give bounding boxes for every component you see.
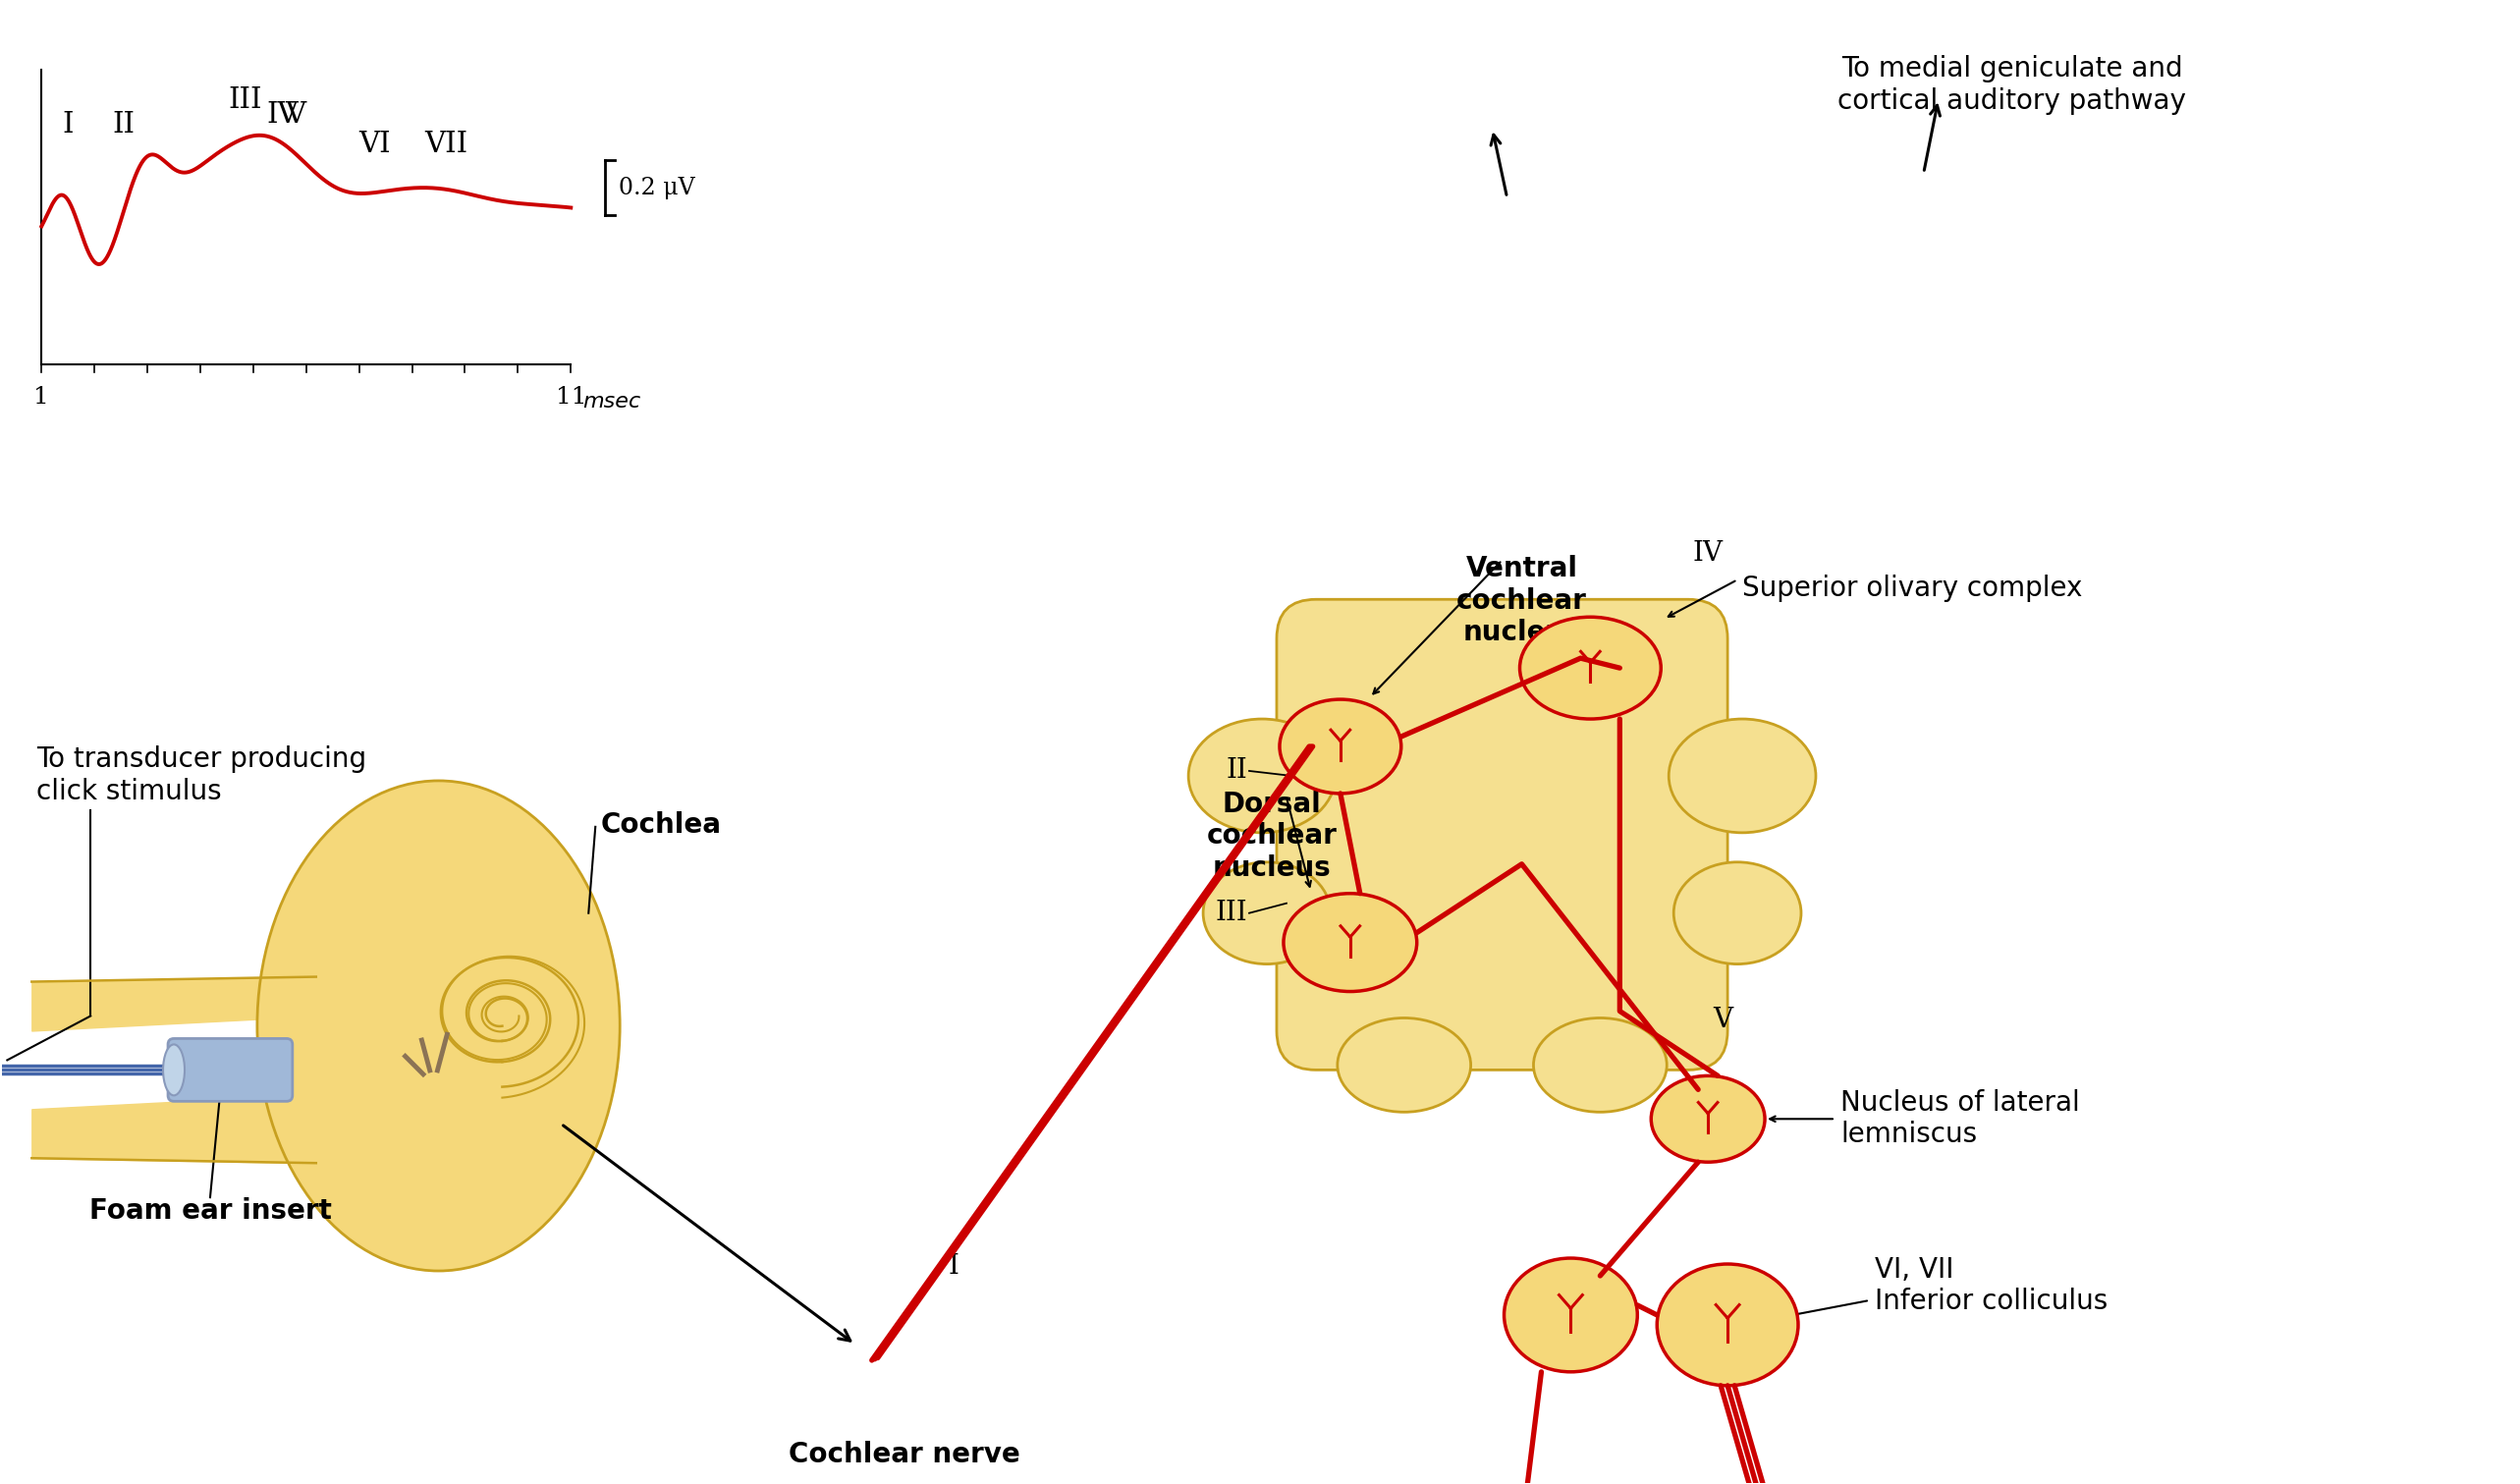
Ellipse shape — [1338, 1018, 1472, 1112]
Text: V: V — [1714, 1006, 1734, 1033]
Ellipse shape — [1520, 617, 1661, 718]
Ellipse shape — [1280, 699, 1401, 794]
FancyBboxPatch shape — [169, 1039, 292, 1101]
Ellipse shape — [1673, 862, 1802, 965]
Text: Cochlear nerve: Cochlear nerve — [789, 1441, 1021, 1468]
Text: 0.2 μV: 0.2 μV — [620, 177, 696, 199]
Text: IV: IV — [1693, 540, 1724, 567]
FancyBboxPatch shape — [1278, 600, 1729, 1070]
Text: II: II — [1225, 758, 1247, 784]
Text: 1: 1 — [33, 386, 50, 408]
Text: 11: 11 — [554, 386, 587, 408]
Text: IV: IV — [267, 101, 297, 129]
Ellipse shape — [1283, 893, 1416, 991]
Ellipse shape — [1504, 1258, 1638, 1371]
Text: I: I — [948, 1252, 958, 1279]
Text: Dorsal
cochlear
nucleus: Dorsal cochlear nucleus — [1207, 791, 1338, 881]
Ellipse shape — [1535, 1018, 1666, 1112]
Text: VI: VI — [358, 131, 391, 159]
Text: Ventral
cochlear
nucleus: Ventral cochlear nucleus — [1457, 555, 1588, 647]
Ellipse shape — [1651, 1076, 1764, 1162]
Text: Cochlea: Cochlea — [600, 812, 721, 838]
Ellipse shape — [1658, 1264, 1799, 1386]
Ellipse shape — [1668, 718, 1817, 833]
Text: Nucleus of lateral
lemniscus: Nucleus of lateral lemniscus — [1840, 1089, 2079, 1149]
Text: VI, VII
Inferior colliculus: VI, VII Inferior colliculus — [1875, 1255, 2107, 1315]
Text: To medial geniculate and
cortical auditory pathway: To medial geniculate and cortical audito… — [1837, 55, 2187, 114]
Text: III: III — [229, 86, 262, 114]
Polygon shape — [441, 956, 585, 1098]
Text: V: V — [285, 101, 305, 129]
Ellipse shape — [257, 781, 620, 1270]
Ellipse shape — [1189, 718, 1336, 833]
Text: msec: msec — [582, 392, 640, 411]
Text: I: I — [63, 111, 73, 138]
Ellipse shape — [164, 1045, 184, 1095]
Text: Superior olivary complex: Superior olivary complex — [1741, 574, 2082, 603]
Text: II: II — [113, 111, 136, 138]
Text: III: III — [1215, 899, 1247, 926]
Text: VII: VII — [426, 131, 469, 159]
Text: Foam ear insert: Foam ear insert — [88, 1198, 330, 1224]
Text: To transducer producing
click stimulus: To transducer producing click stimulus — [38, 746, 368, 806]
Ellipse shape — [1202, 862, 1331, 965]
